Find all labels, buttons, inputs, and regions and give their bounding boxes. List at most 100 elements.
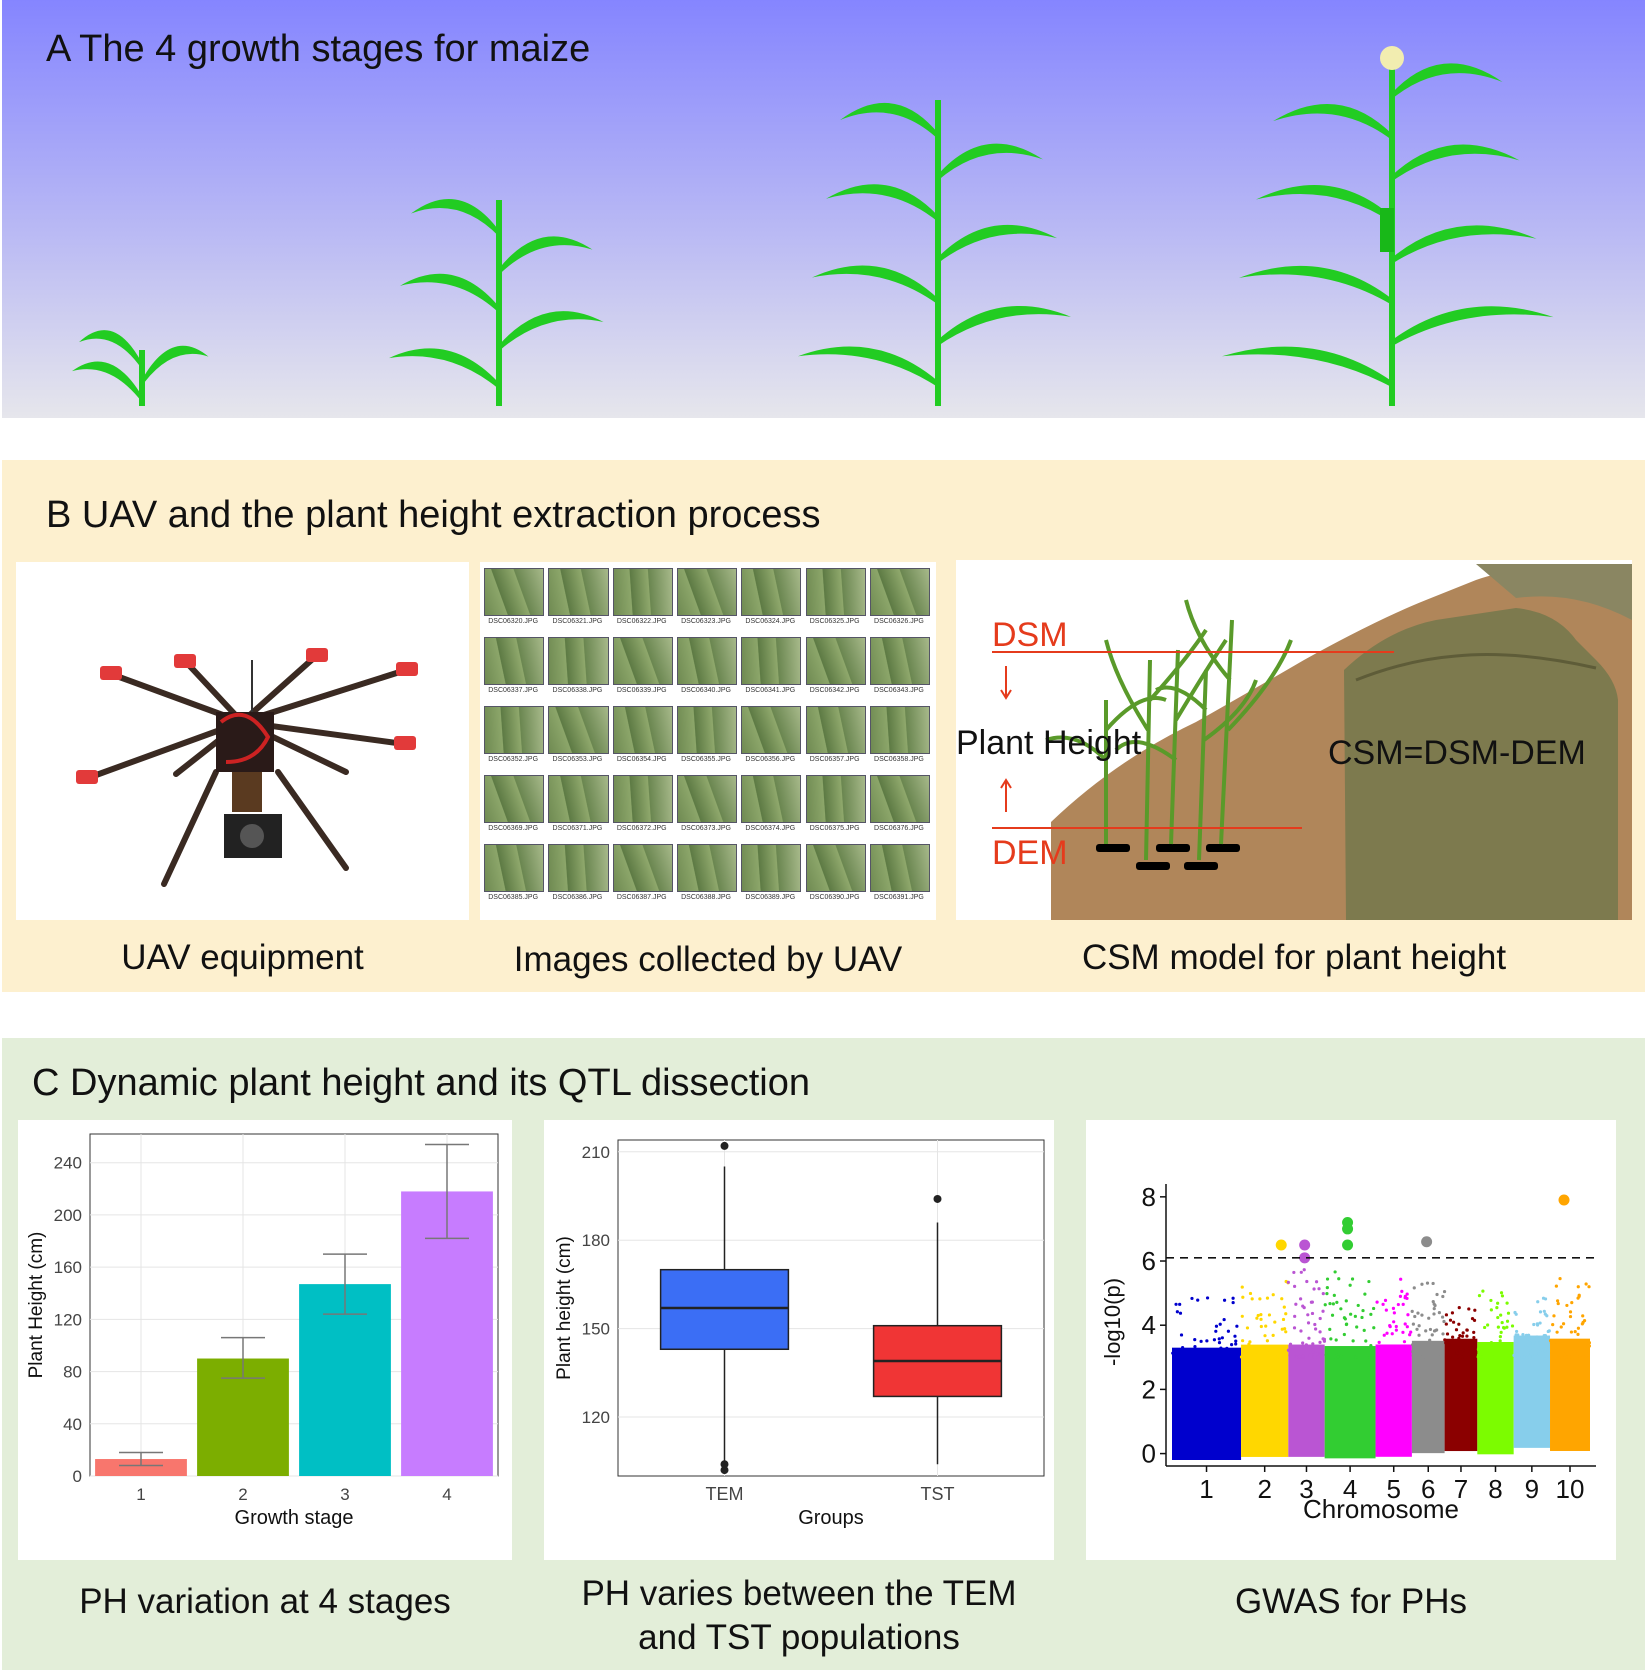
snp-point — [1529, 1348, 1533, 1353]
snp-point — [1564, 1355, 1568, 1359]
snp-point — [1280, 1327, 1284, 1331]
caption-csm-model: CSM model for plant height — [1081, 938, 1507, 977]
x-tick-label: 1 — [136, 1485, 145, 1504]
uav-thumbnail: DSC06387.JPG — [612, 844, 673, 909]
snp-point — [1316, 1355, 1320, 1359]
uav-thumbnail: DSC06357.JPG — [805, 706, 866, 771]
maize-leaf — [826, 184, 938, 222]
uav-thumbnail: DSC06375.JPG — [805, 775, 866, 840]
snp-point — [1344, 1322, 1349, 1327]
snp-point — [1390, 1332, 1394, 1336]
snp-point — [1448, 1318, 1453, 1322]
snp-point — [1569, 1355, 1574, 1359]
thumbnail-image — [676, 568, 738, 616]
snp-point — [1558, 1277, 1562, 1281]
maize-leaf — [798, 346, 938, 388]
snp-point — [1408, 1333, 1412, 1337]
panel-b-uav-process: B UAV and the plant height extraction pr… — [2, 460, 1645, 992]
thumbnail-filename: DSC06388.JPG — [681, 894, 731, 901]
snp-point — [1280, 1297, 1284, 1301]
snp-point — [1411, 1322, 1415, 1326]
snp-point — [1461, 1348, 1465, 1352]
x-tick-label: 10 — [1556, 1474, 1585, 1504]
y-tick-label: 240 — [54, 1154, 82, 1173]
thumbnail-filename: DSC06342.JPG — [809, 687, 860, 694]
snp-point — [1545, 1314, 1549, 1318]
snp-point — [1440, 1315, 1445, 1319]
maize-ear — [1380, 208, 1394, 252]
snp-point — [1546, 1329, 1550, 1334]
snp-point — [1383, 1349, 1387, 1354]
snp-point — [1284, 1312, 1288, 1316]
snp-point — [1220, 1336, 1224, 1340]
snp-point — [1382, 1333, 1386, 1337]
y-tick-label: 160 — [54, 1258, 82, 1277]
thumbnail-image — [548, 844, 609, 892]
snp-point — [1263, 1334, 1267, 1338]
maize-leaf — [1392, 225, 1537, 264]
snp-point — [1521, 1333, 1525, 1337]
snp-point — [1259, 1312, 1263, 1317]
snp-point — [1533, 1355, 1537, 1359]
maize-plant-stage-3 — [798, 100, 1071, 406]
snp-point — [1450, 1311, 1455, 1315]
snp-point — [1362, 1328, 1366, 1332]
snp-point — [1355, 1353, 1359, 1357]
snp-point — [1505, 1301, 1509, 1305]
snp-point — [1472, 1318, 1477, 1322]
snp-point — [1481, 1289, 1485, 1293]
snp-point — [1482, 1346, 1487, 1350]
snp-point — [1418, 1355, 1422, 1359]
maize-leaf — [1392, 144, 1520, 182]
thumbnail-image — [484, 568, 545, 616]
snp-point — [1467, 1307, 1471, 1311]
snp-point — [1454, 1348, 1458, 1352]
uav-drone-icon — [76, 648, 418, 887]
x-tick-label: 1 — [1199, 1474, 1213, 1504]
snp-point — [1554, 1284, 1558, 1288]
snp-point — [1266, 1353, 1270, 1357]
snp-point — [1377, 1340, 1381, 1344]
snp-point — [1419, 1349, 1423, 1353]
snp-point — [1171, 1351, 1175, 1355]
snp-point — [1414, 1351, 1419, 1355]
maize-leaf — [72, 361, 142, 403]
snp-point — [1331, 1355, 1336, 1359]
csm-formula-label: CSM=DSM-DEM — [1328, 734, 1586, 772]
thumbnail-image — [869, 775, 931, 823]
snp-point — [1250, 1297, 1254, 1301]
snp-point — [1472, 1330, 1476, 1334]
y-tick-label: 150 — [582, 1320, 610, 1339]
snp-point — [1587, 1285, 1591, 1289]
thumbnail-image — [676, 706, 738, 754]
snp-point — [1469, 1348, 1473, 1352]
chromosome-6-points — [1411, 1340, 1445, 1454]
thumbnail-image — [805, 706, 866, 754]
snp-point — [1386, 1354, 1390, 1359]
uav-thumbnail: DSC06338.JPG — [548, 637, 609, 702]
snp-point — [1457, 1336, 1461, 1340]
snp-point — [1235, 1324, 1239, 1328]
snp-point — [1309, 1354, 1313, 1359]
snp-point — [1535, 1322, 1539, 1326]
snp-point — [1293, 1314, 1297, 1318]
significant-snp — [1421, 1236, 1433, 1248]
snp-point — [1214, 1324, 1219, 1328]
snp-point — [1250, 1350, 1254, 1354]
thumbnail-filename: DSC06376.JPG — [874, 825, 924, 832]
thumbnail-filename: DSC06371.JPG — [552, 825, 603, 832]
snp-point — [1311, 1350, 1315, 1354]
snp-point — [1405, 1292, 1409, 1296]
snp-point — [1364, 1339, 1368, 1343]
snp-point — [1259, 1317, 1263, 1321]
snp-point — [1477, 1294, 1482, 1298]
x-tick-label: TEM — [706, 1484, 744, 1504]
snp-point — [1500, 1294, 1505, 1298]
maize-leaf — [411, 198, 499, 237]
snp-point — [1506, 1311, 1511, 1315]
snp-point — [1353, 1314, 1357, 1318]
snp-point — [1392, 1320, 1396, 1324]
snp-point — [1385, 1331, 1389, 1335]
snp-point — [1487, 1347, 1491, 1352]
snp-point — [1361, 1308, 1365, 1313]
